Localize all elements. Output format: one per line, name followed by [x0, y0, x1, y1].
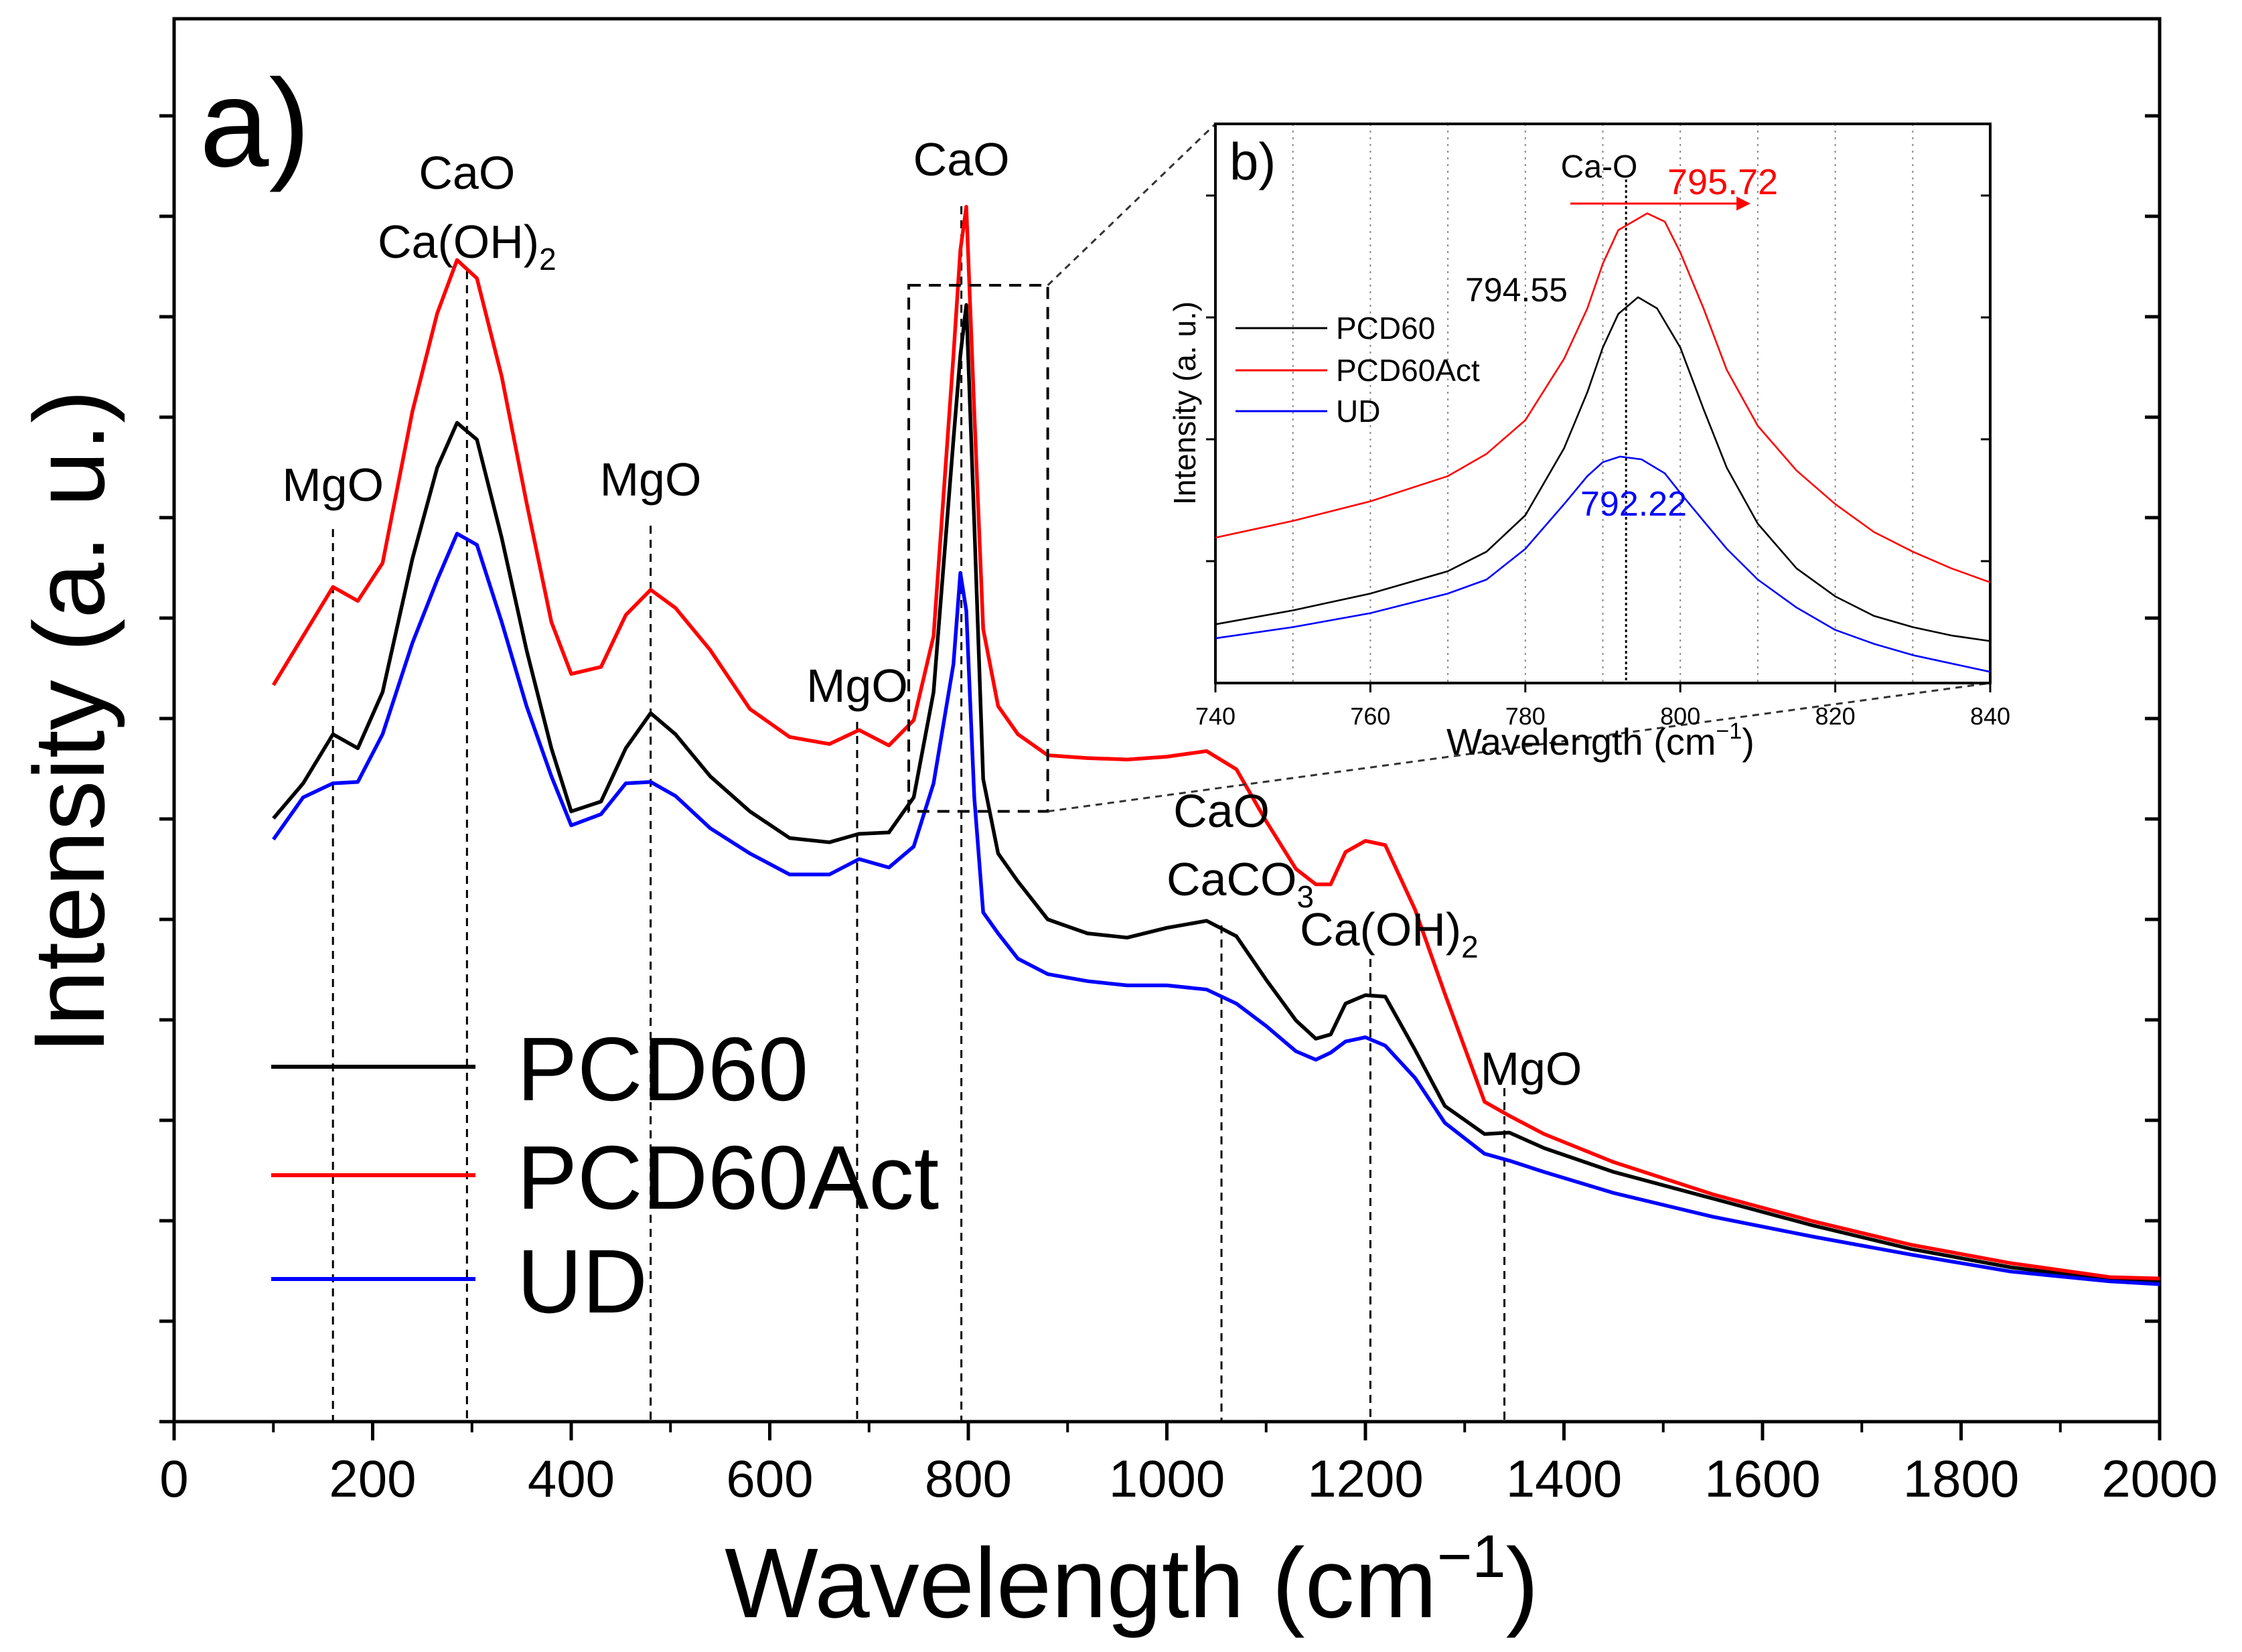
main-x-tick-label-0: 0	[159, 1449, 188, 1508]
inset-legend: PCD60 PCD60Act UD	[1236, 311, 1480, 429]
peak-label-mgo-1340: MgO	[1481, 1043, 1582, 1095]
main-x-tick-label-2000: 2000	[2101, 1449, 2218, 1508]
main-y-ticks	[159, 114, 2160, 1424]
main-series-line-pcd60	[272, 303, 2160, 1284]
inset-legend-label-pcd60: PCD60	[1336, 311, 1435, 346]
inset-y-ticks	[1206, 194, 1990, 562]
peak-label-cao-295: CaO	[419, 147, 515, 199]
main-y-axis-title: Intensity (a. u.)	[13, 390, 125, 1054]
main-legend-label-pcd60: PCD60	[517, 1019, 808, 1120]
main-series-line-ud	[272, 532, 2160, 1286]
main-x-tick-labels: 0 200 400 600 800 1000 1200 1400 1600 1800 2000	[159, 1449, 2217, 1508]
peak-label2-caco-1055: CaCO3	[1167, 853, 1314, 914]
main-x-tick-label-1000: 1000	[1109, 1449, 1225, 1508]
main-series-line-pcd60act	[271, 204, 2160, 1281]
main-peak-reference-lines	[331, 206, 1506, 1422]
inset-x-tick-label-820: 820	[1815, 702, 1856, 730]
inset-x-ticks	[1214, 683, 1992, 692]
main-x-axis-title: Wavelength (cm−1)	[725, 1523, 1539, 1639]
inset-peak-label-ud: 792.22	[1580, 485, 1687, 524]
inset-y-axis-title: Intensity (a. u.)	[1167, 301, 1202, 505]
inset-legend-label-pcd60act: PCD60Act	[1336, 353, 1480, 388]
panel-label-b: b)	[1229, 132, 1276, 191]
main-x-tick-label-200: 200	[329, 1449, 416, 1508]
inset-series-line-pcd60act	[1215, 212, 1991, 583]
main-x-tick-label-1200: 1200	[1307, 1449, 1424, 1508]
inset-x-tick-label-840: 840	[1970, 702, 2010, 730]
inset-plot-frame	[1214, 123, 1992, 684]
inset-x-tick-labels: 740 760 780 800 820 840	[1195, 702, 2010, 730]
inset-panel: 740 760 780 800 820 840 b) Ca-O 795.72 794.55…	[1167, 123, 2010, 763]
inset-peak-label-pcd60act: 795.72	[1667, 162, 1778, 202]
inset-peak-label-pcd60: 794.55	[1465, 271, 1568, 309]
main-x-ticks	[172, 1422, 2162, 1440]
main-x-tick-label-600: 600	[726, 1449, 813, 1508]
inset-x-tick-label-800: 800	[1660, 702, 1700, 730]
peak-label-mgo-688: MgO	[806, 660, 908, 712]
main-x-tick-label-1400: 1400	[1506, 1449, 1623, 1508]
main-x-tick-label-400: 400	[528, 1449, 615, 1508]
inset-x-tick-label-760: 760	[1350, 702, 1390, 730]
main-series-lines	[271, 204, 2160, 1286]
peak-label-cao-1055: CaO	[1173, 785, 1270, 837]
peak-label2-ca-oh-295: Ca(OH)2	[378, 216, 556, 277]
main-panel: 0 200 400 600 800 1000 1200 1400 1600 1800 2000 Mg…	[13, 17, 2218, 1639]
inset-background	[1215, 124, 1990, 683]
peak-label-ca-oh-1205: Ca(OH)2	[1300, 903, 1479, 964]
inset-x-axis-title: Wavelength (cm−1)	[1446, 719, 1754, 763]
zoom-connector-top	[1047, 123, 1217, 287]
main-x-tick-label-1800: 1800	[1903, 1449, 2020, 1508]
main-x-tick-label-800: 800	[925, 1449, 1012, 1508]
zoom-box	[907, 284, 1049, 813]
inset-legend-label-ud: UD	[1336, 394, 1380, 429]
peak-label-mgo-480: MgO	[600, 453, 702, 506]
panel-label-a: a)	[200, 54, 310, 193]
inset-x-tick-label-780: 780	[1505, 702, 1546, 730]
peak-label-mgo-160: MgO	[282, 459, 384, 511]
inset-series-line-pcd60	[1215, 296, 1991, 642]
inset-x-tick-label-740: 740	[1195, 702, 1236, 730]
peak-label-cao-793: CaO	[913, 133, 1010, 185]
inset-series-lines	[1215, 212, 1991, 673]
main-x-tick-label-1600: 1600	[1704, 1449, 1821, 1508]
inset-ca-o-label: Ca-O	[1561, 149, 1638, 185]
inset-series-line-ud	[1215, 455, 1991, 673]
main-legend-label-ud: UD	[517, 1231, 648, 1332]
main-legend-label-pcd60act: PCD60Act	[517, 1127, 939, 1228]
main-legend: PCD60 PCD60Act UD	[271, 1019, 939, 1332]
zoom-connector-bottom	[1047, 682, 1991, 813]
